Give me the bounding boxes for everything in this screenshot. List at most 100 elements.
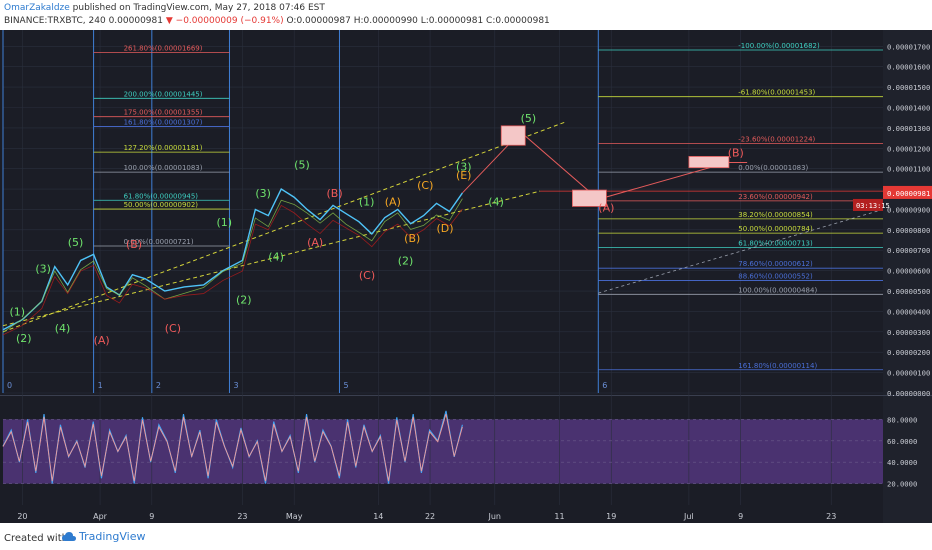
fib-right-label: -100.00%(0.00001682) <box>738 42 820 50</box>
author-link[interactable]: OmarZakaldze <box>4 3 70 13</box>
fib-right-label: 88.60%(0.00000552) <box>738 272 813 280</box>
price-axis-label: 0.00001100 <box>887 165 930 174</box>
time-axis-label: 22 <box>425 512 435 521</box>
time-axis-label: 9 <box>149 512 154 521</box>
wave-label-red: (C) <box>359 269 375 282</box>
time-axis-label: Jul <box>683 512 694 521</box>
price-axis-label: 0.00001400 <box>887 103 930 112</box>
time-axis-label: 23 <box>826 512 836 521</box>
price-axis-label: 0.00001200 <box>887 144 930 153</box>
trend-line <box>598 209 884 294</box>
wave-label-green: (1) <box>359 195 375 208</box>
ohlc-values: O:0.00000987 H:0.00000990 L:0.00000981 C… <box>286 16 550 26</box>
wave-label-green: (5) <box>68 236 84 249</box>
fib-left-label: 0.00%(0.00000721) <box>124 238 194 246</box>
symbol-name: BINANCE:TRXBTC, 240 <box>4 16 106 26</box>
wave-label-green: (2) <box>398 255 414 268</box>
price-axis-label: 0.00001700 <box>887 42 930 51</box>
fib-left-label: 175.00%(0.00001355) <box>124 109 203 117</box>
time-axis-label: Jun <box>488 512 502 521</box>
fib-left-label: 200.00%(0.00001445) <box>124 90 203 98</box>
fib-right-label: 161.80%(0.00000114) <box>738 362 817 370</box>
created-with-text: Created with <box>4 533 68 544</box>
fib-left-label: 261.80%(0.00001669) <box>124 45 203 53</box>
price-axis-label: 0.00000400 <box>887 307 930 316</box>
price-axis-label: 0.00000500 <box>887 287 930 296</box>
fib-right-label: 50.00%(0.00000784) <box>738 225 813 233</box>
wave-label-green: (1) <box>217 216 233 229</box>
time-axis-label: 20 <box>17 512 27 521</box>
last-value: 0.00000981 <box>108 16 163 26</box>
fib-left-label: 127.20%(0.00001181) <box>124 144 203 152</box>
price-axis-label: 0.00001500 <box>887 83 930 92</box>
projection-box <box>688 156 730 169</box>
countdown-label: 03:13:15 <box>856 202 890 210</box>
chart-header: OmarZakaldze published on TradingView.co… <box>0 0 932 30</box>
wave-label-green: (1) <box>9 306 25 319</box>
time-axis-label: 14 <box>373 512 383 521</box>
tradingview-logo[interactable]: TradingView <box>62 530 145 543</box>
publish-line: OmarZakaldze published on TradingView.co… <box>4 3 325 13</box>
wave-label-green: (4) <box>268 250 284 263</box>
down-arrow-icon: ▼ <box>165 16 173 26</box>
price-axis-background <box>883 30 932 523</box>
wave-label-red: (B) <box>126 238 142 251</box>
price-axis-label: 0.00000200 <box>887 348 930 357</box>
price-axis-label: 0.00001300 <box>887 124 930 133</box>
fib-right-label: 23.60%(0.00000942) <box>738 193 813 201</box>
wave-label-red: (A) <box>307 236 323 249</box>
fib-right-label: 78.60%(0.00000612) <box>738 260 813 268</box>
time-axis-label: May <box>286 512 303 521</box>
symbol-line: BINANCE:TRXBTC, 240 0.00000981 ▼ −0.0000… <box>4 16 550 26</box>
vertical-marker-label: 0 <box>7 381 12 390</box>
price-axis-label: 0.00001600 <box>887 63 930 72</box>
rsi-signal-line <box>2 413 463 482</box>
vertical-marker-label: 6 <box>602 381 607 390</box>
fib-right-label: 38.20%(0.00000854) <box>738 211 813 219</box>
rsi-band <box>3 419 883 484</box>
wave-label-green: (5) <box>521 112 537 125</box>
price-axis-label: 0.00000600 <box>887 267 930 276</box>
time-axis-label: 19 <box>606 512 616 521</box>
time-axis-label: Apr <box>93 512 108 521</box>
wave-label-orange: (A) <box>385 195 401 208</box>
fib-right-label: -61.80%(0.00001453) <box>738 89 815 97</box>
fib-left-label: 100.00%(0.00001083) <box>124 164 203 172</box>
channel-line <box>2 190 541 327</box>
rsi-axis-label: 80.0000 <box>887 415 917 424</box>
wave-label-orange: (E) <box>456 169 472 182</box>
price-axis-label: 0.00000800 <box>887 226 930 235</box>
price-chart[interactable]: 0.00001700 0.00001600 0.00001500 0.00001400… <box>0 30 932 523</box>
price-line <box>2 188 463 331</box>
wave-label-green: (2) <box>236 293 252 306</box>
channel-line <box>2 121 567 333</box>
ichimoku-line <box>2 198 463 333</box>
time-axis-label: 11 <box>554 512 564 521</box>
wave-label-green: (3) <box>456 161 472 174</box>
wave-label-orange: (C) <box>417 179 433 192</box>
last-price-tag <box>883 185 932 199</box>
wave-label-red: (A) <box>598 202 614 215</box>
fib-right-label: -23.60%(0.00001224) <box>738 135 815 143</box>
projection-box <box>572 189 607 207</box>
price-axis-label: 0.00000000 <box>887 389 930 398</box>
footer: Created with TradingView <box>0 523 932 550</box>
wave-label-orange: (D) <box>437 222 454 235</box>
change-value: −0.00000009 (−0.91%) <box>175 16 284 26</box>
price-axis-label: 0.00000300 <box>887 328 930 337</box>
vertical-marker-label: 3 <box>233 381 238 390</box>
vertical-marker-label: 1 <box>98 381 103 390</box>
ma-line <box>2 204 463 336</box>
last-price-label: 0.00000981 <box>887 189 930 198</box>
countdown-tag <box>853 198 883 211</box>
wave-label-red: (A) <box>94 334 110 347</box>
wave-label-green: (5) <box>294 159 310 172</box>
time-axis-label: 9 <box>738 512 743 521</box>
wave-label-green: (2) <box>16 332 32 345</box>
wave-label-red: (C) <box>165 322 181 335</box>
wave-label-red: (B) <box>327 187 343 200</box>
wave-label-green: (4) <box>55 322 71 335</box>
price-axis-label: 0.00000700 <box>887 246 930 255</box>
published-text: published on TradingView.com, May 27, 20… <box>72 3 325 13</box>
fib-left-label: 161.80%(0.00001307) <box>124 118 203 126</box>
